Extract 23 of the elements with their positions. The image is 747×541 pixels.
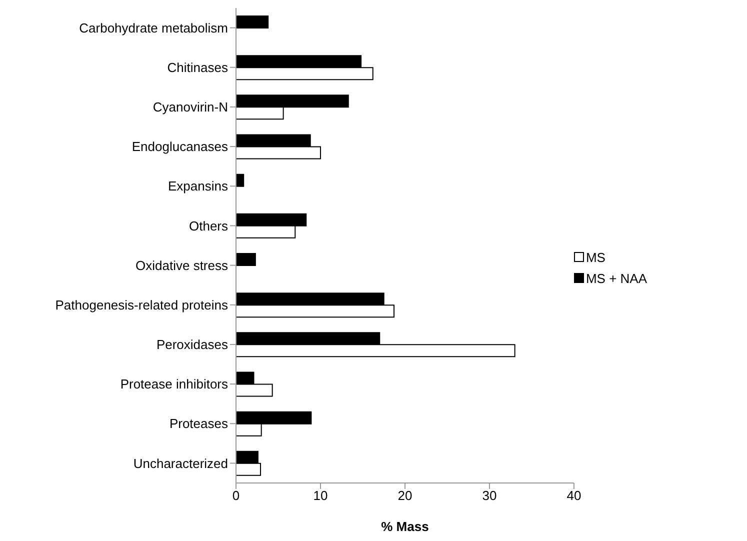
y-tick-label: Peroxidases bbox=[156, 337, 228, 352]
legend-label: MS + NAA bbox=[586, 270, 647, 286]
y-tick-label: Endoglucanases bbox=[132, 139, 228, 154]
x-tick-label: 40 bbox=[566, 488, 582, 504]
bar bbox=[236, 174, 244, 187]
x-axis-title: % Mass bbox=[381, 519, 429, 534]
x-tick-label: 10 bbox=[313, 488, 328, 504]
y-tick-label: Pathogenesis-related proteins bbox=[55, 297, 228, 312]
legend-label: MS bbox=[586, 250, 606, 264]
bar bbox=[236, 16, 269, 28]
y-tick-label: Carbohydrate metabolism bbox=[79, 20, 228, 36]
x-tick-label: 0 bbox=[232, 488, 240, 504]
x-tick-label: 20 bbox=[398, 488, 412, 504]
y-tick-label: Chitinases bbox=[167, 60, 228, 75]
y-tick-label: Others bbox=[188, 218, 228, 234]
y-tick-label: Protease inhibitors bbox=[120, 376, 228, 392]
y-tick-label: Proteases bbox=[169, 416, 228, 432]
y-tick-label: Oxidative stress bbox=[136, 258, 228, 273]
y-tick-label: Expansins bbox=[168, 178, 228, 194]
y-tick-label: Cyanovirin-N bbox=[152, 100, 228, 115]
y-tick-label: Uncharacterized bbox=[133, 456, 228, 471]
x-tick-label: 30 bbox=[482, 488, 497, 504]
bar bbox=[236, 253, 256, 266]
